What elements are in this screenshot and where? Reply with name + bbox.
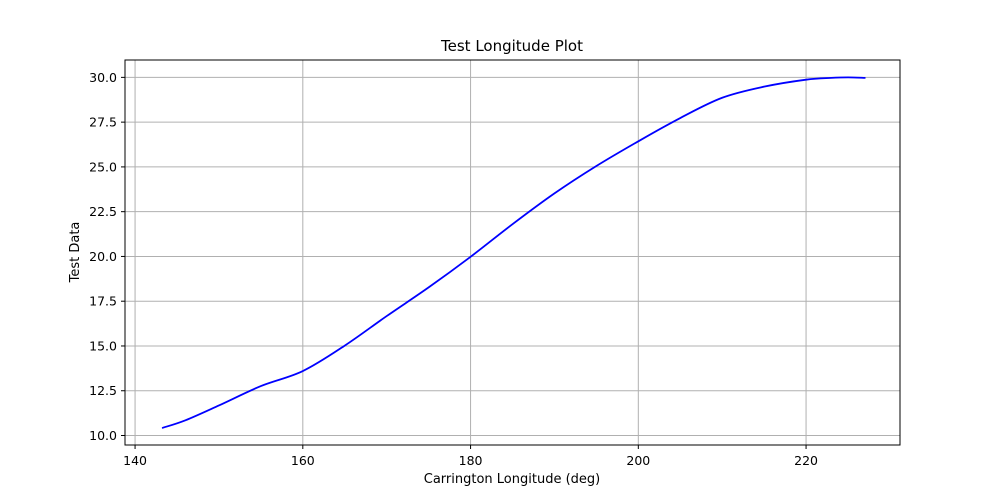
series-layer xyxy=(161,76,866,429)
y-tick-label: 25.0 xyxy=(89,159,117,174)
y-tick-label: 20.0 xyxy=(89,249,117,264)
x-axis: 140 160 180 200 220 xyxy=(123,445,818,468)
y-axis: 10.0 12.5 15.0 17.5 20.0 22.5 25.0 27.5 30.0 xyxy=(89,70,125,443)
x-tick-label: 140 xyxy=(123,453,147,468)
series-line xyxy=(161,76,866,429)
x-tick-label: 180 xyxy=(459,453,483,468)
y-tick-label: 15.0 xyxy=(89,338,117,353)
grid-lines xyxy=(125,60,900,445)
y-axis-title: Test Data xyxy=(68,222,83,284)
y-tick-label: 22.5 xyxy=(89,204,117,219)
x-tick-label: 220 xyxy=(794,453,818,468)
x-axis-title: Carrington Longitude (deg) xyxy=(424,472,600,487)
y-tick-label: 27.5 xyxy=(89,115,117,130)
y-tick-label: 17.5 xyxy=(89,294,117,309)
y-tick-label: 12.5 xyxy=(89,383,117,398)
plot-frame xyxy=(124,59,901,446)
x-tick-label: 200 xyxy=(626,453,650,468)
x-tick-label: 160 xyxy=(291,453,315,468)
y-tick-label: 30.0 xyxy=(89,70,117,85)
y-tick-label: 10.0 xyxy=(89,428,117,443)
chart-title: Test Longitude Plot xyxy=(440,37,583,55)
